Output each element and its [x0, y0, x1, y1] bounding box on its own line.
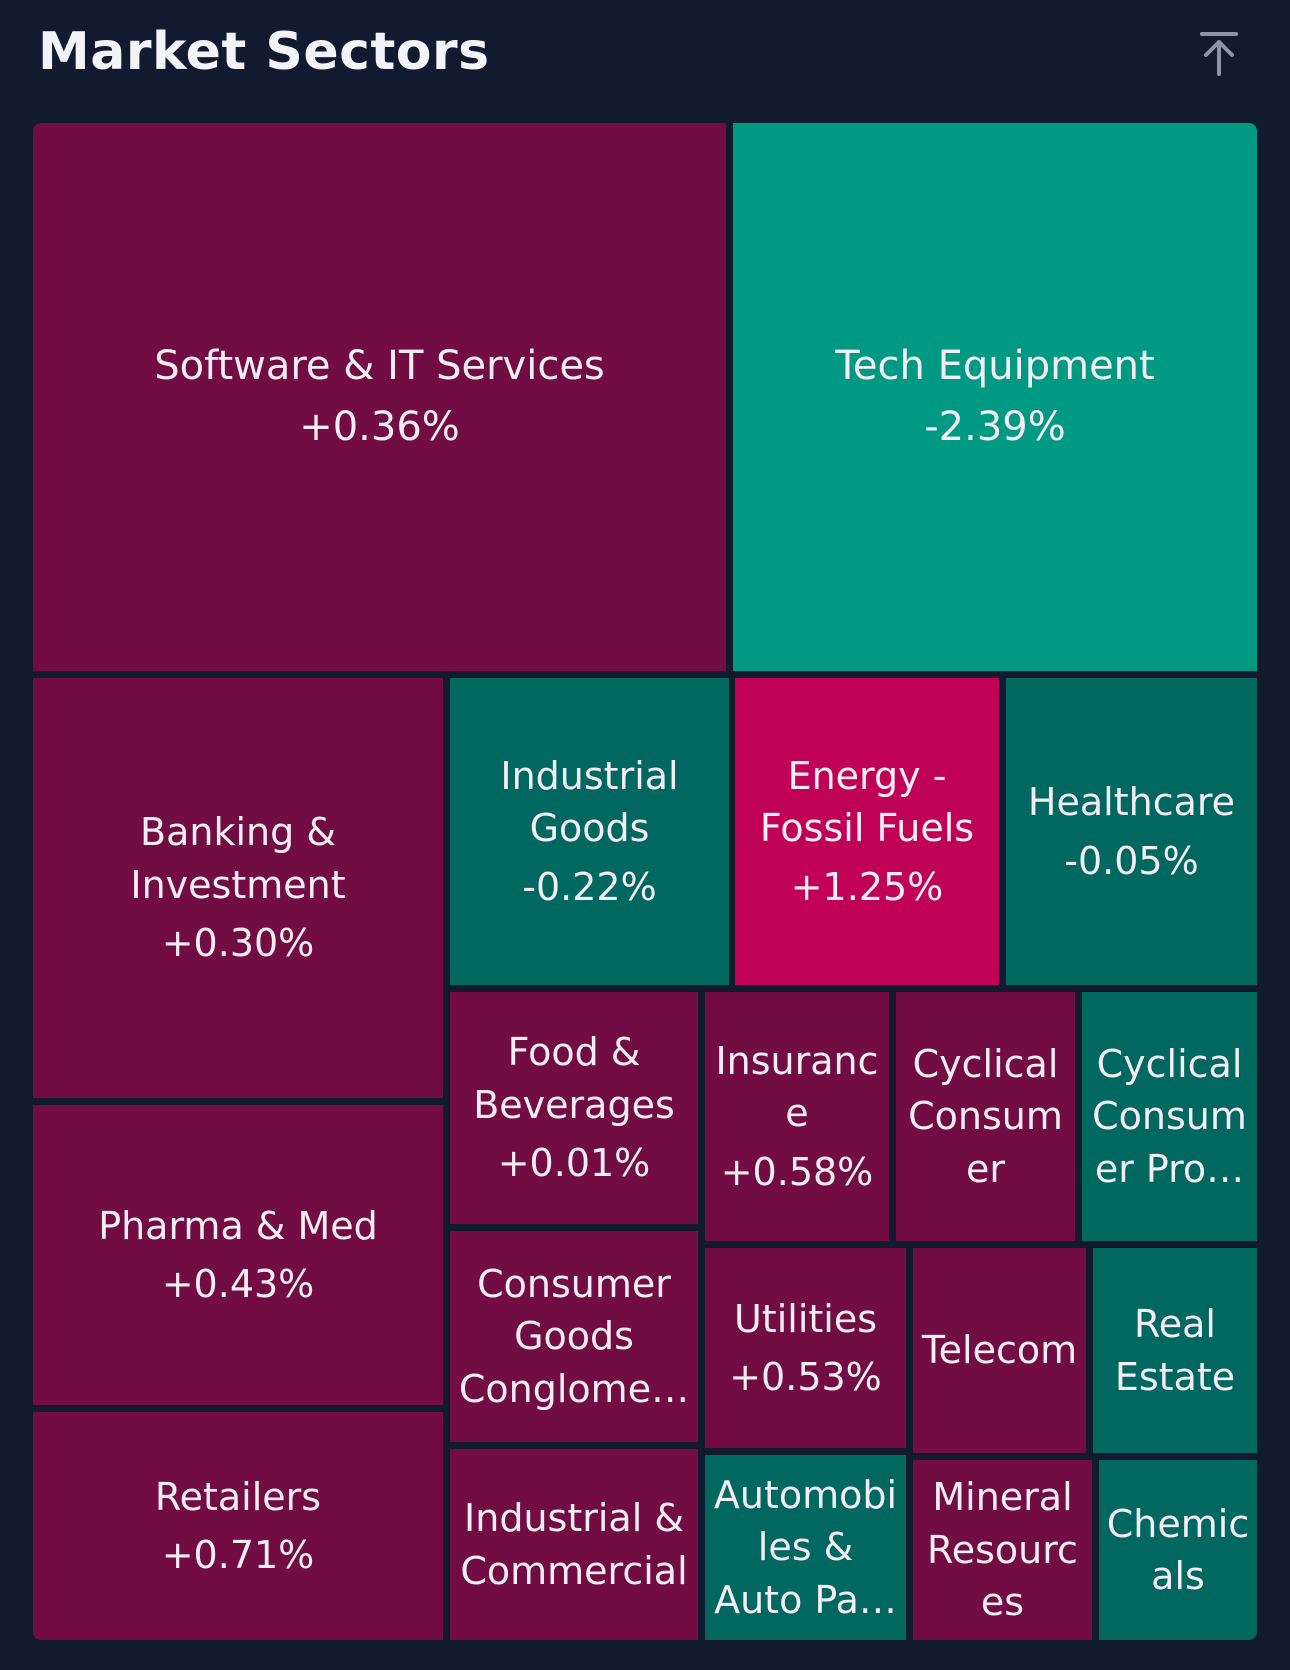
sector-label: Insuranc e: [715, 1038, 879, 1136]
sector-label: Mineral Resourc es: [927, 1475, 1078, 1625]
sector-tile[interactable]: Retailers +0.71%: [33, 1412, 443, 1640]
sector-change: +0.36%: [299, 404, 460, 450]
sector-tile[interactable]: Automobi les & Auto Pa…: [705, 1455, 906, 1640]
sector-label: Chemic als: [1106, 1501, 1250, 1598]
sector-change: -0.05%: [1064, 838, 1199, 883]
sector-label: Banking & Investment: [130, 810, 346, 907]
sector-tile[interactable]: Industrial & Commercial: [450, 1449, 698, 1640]
sector-label: Telecom: [921, 1328, 1078, 1373]
header: Market Sectors: [0, 0, 1290, 120]
sector-tile[interactable]: Insuranc e +0.58%: [705, 992, 889, 1241]
sector-change: +0.01%: [497, 1141, 651, 1186]
sector-tile[interactable]: Tech Equipment -2.39%: [733, 123, 1257, 671]
page-title: Market Sectors: [38, 22, 490, 82]
sector-label: Healthcare: [1027, 780, 1236, 825]
sector-tile[interactable]: Pharma & Med +0.43%: [33, 1105, 443, 1405]
sector-label: Pharma & Med: [98, 1203, 378, 1248]
sector-tile[interactable]: Utilities +0.53%: [705, 1248, 906, 1448]
sector-change: +0.71%: [161, 1533, 315, 1577]
sector-label: Cyclical Consum er: [908, 1041, 1063, 1191]
sector-change: +0.53%: [729, 1355, 882, 1399]
sector-label: Energy - Fossil Fuels: [759, 753, 975, 851]
sector-label: Industrial Goods: [500, 753, 679, 851]
sector-label: Cyclical Consum er Pro…: [1092, 1041, 1247, 1191]
sector-label: Tech Equipment: [835, 342, 1155, 389]
arrow-up-to-line-icon: [1200, 32, 1238, 76]
sector-change: +0.43%: [161, 1262, 315, 1306]
sector-tile[interactable]: Cyclical Consum er: [896, 992, 1075, 1241]
sector-label: Automobi les & Auto Pa…: [713, 1472, 898, 1622]
sector-change: -2.39%: [924, 404, 1066, 450]
sector-label: Industrial & Commercial: [460, 1496, 688, 1593]
sector-tile[interactable]: Food & Beverages +0.01%: [450, 992, 698, 1224]
sector-label: Software & IT Services: [154, 342, 605, 389]
sector-label: Retailers: [154, 1474, 322, 1519]
sector-tile[interactable]: Consumer Goods Conglome…: [450, 1231, 698, 1442]
sector-label: Consumer Goods Conglome…: [458, 1261, 690, 1411]
sector-label: Real Estate: [1114, 1302, 1236, 1399]
sector-tile[interactable]: Software & IT Services +0.36%: [33, 123, 726, 671]
sector-label: Utilities: [733, 1296, 878, 1341]
sector-change: +0.58%: [720, 1149, 874, 1194]
sector-tile[interactable]: Energy - Fossil Fuels +1.25%: [735, 678, 999, 985]
sector-change: +0.30%: [161, 921, 315, 966]
collapse-button[interactable]: [1190, 24, 1248, 82]
sector-tile[interactable]: Industrial Goods -0.22%: [450, 678, 729, 985]
sector-change: +1.25%: [790, 864, 944, 909]
sector-tile[interactable]: Banking & Investment +0.30%: [33, 678, 443, 1098]
sector-tile[interactable]: Telecom: [913, 1248, 1086, 1453]
sector-tile[interactable]: Mineral Resourc es: [913, 1460, 1092, 1640]
sector-change: -0.22%: [522, 864, 657, 909]
sector-tile[interactable]: Cyclical Consum er Pro…: [1082, 992, 1257, 1241]
sector-tile[interactable]: Chemic als: [1099, 1460, 1257, 1640]
sector-tile[interactable]: Real Estate: [1093, 1248, 1257, 1453]
sector-label: Food & Beverages: [473, 1030, 675, 1127]
sector-tile[interactable]: Healthcare -0.05%: [1006, 678, 1257, 985]
